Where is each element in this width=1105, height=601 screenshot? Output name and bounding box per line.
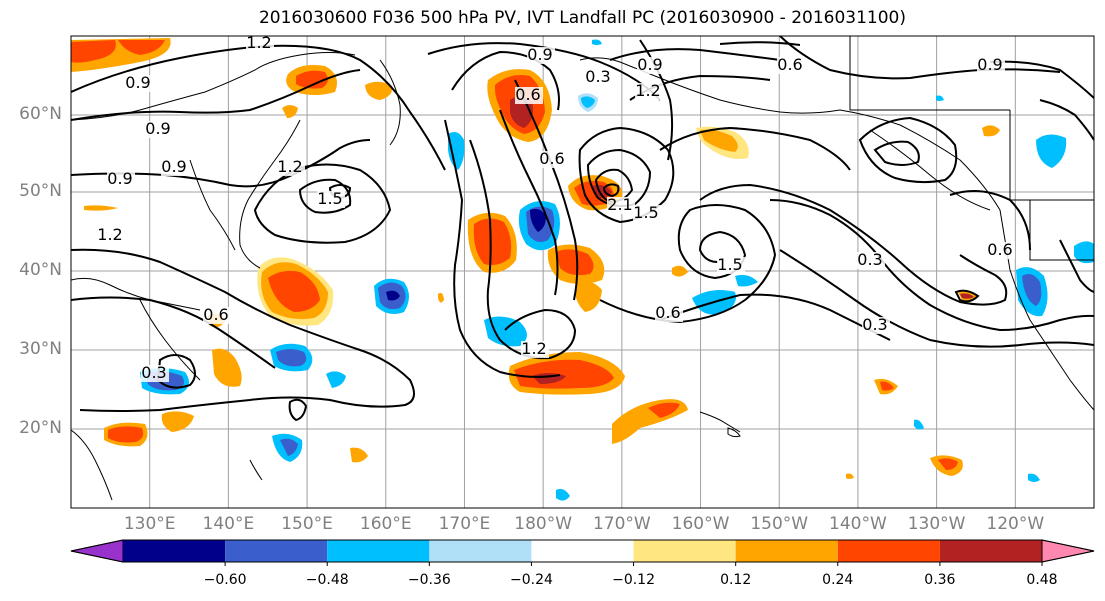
longitude-tick-label: 140°W (829, 514, 887, 534)
latitude-tick-label: 20°N (19, 418, 62, 438)
colorbar-tick-label: −0.60 (203, 572, 247, 588)
colorbar (70, 539, 1095, 566)
contour-label-bg (637, 57, 665, 74)
colorbar-segment (531, 540, 634, 562)
colorbar-segment (123, 540, 226, 562)
colorbar-tick-label: −0.48 (305, 572, 349, 588)
contour-label: 0.3 (141, 363, 166, 382)
contour-label: 1.2 (246, 33, 271, 52)
colorbar-tick-label: 0.48 (1026, 572, 1058, 588)
contour-label: 0.6 (655, 303, 680, 322)
contour-label: 0.6 (777, 55, 802, 74)
longitude-tick-label: 130°W (907, 514, 966, 534)
latitude-tick-label: 50°N (19, 181, 62, 201)
longitude-tick-label: 150°E (281, 514, 333, 534)
contour-label: 0.9 (527, 45, 552, 64)
colorbar-segment (225, 540, 328, 562)
contour-label: 0.9 (637, 55, 662, 74)
contour-label: 0.6 (987, 240, 1012, 259)
contour-label: 0.3 (585, 67, 610, 86)
contour-label: 1.2 (277, 157, 302, 176)
colorbar-tick-label: 0.12 (720, 572, 752, 588)
colorbar-segment (939, 540, 1042, 562)
contour-label-bg (145, 121, 173, 138)
longitude-tick-label: 160°W (671, 514, 730, 534)
contour-label: 0.3 (857, 250, 882, 269)
contour-label-bg (527, 47, 555, 64)
contour-label-bg (633, 205, 661, 222)
contour-label-bg (607, 197, 635, 214)
longitude-tick-label: 150°W (750, 514, 809, 534)
contour-label: 1.5 (317, 189, 342, 208)
contour-label-bg (987, 242, 1015, 259)
contour-label: 0.9 (145, 119, 170, 138)
contour-label: 1.5 (717, 255, 742, 274)
contour-label: 0.6 (539, 149, 564, 168)
colorbar-under-triangle (70, 539, 124, 563)
latitude-tick-label: 30°N (19, 339, 62, 359)
longitude-tick-label: 120°W (986, 514, 1045, 534)
map-title: 2016030600 F036 500 hPa PV, IVT Landfall… (258, 8, 906, 28)
contour-label-bg (317, 191, 345, 208)
contour-label: 2.1 (607, 195, 632, 214)
contour-label-bg (203, 307, 231, 324)
contour-label-bg (97, 227, 125, 244)
latitude-tick-label: 40°N (19, 260, 62, 280)
pv-shading (71, 38, 1094, 501)
longitude-tick-label: 170°E (438, 514, 491, 534)
contour-label-bg (655, 305, 683, 322)
contour-label-bg (161, 159, 189, 176)
contour-label-bg (246, 35, 274, 52)
longitude-tick-label: 180°W (514, 514, 573, 534)
contour-label-bg (141, 365, 169, 382)
contour-label: 0.9 (107, 169, 132, 188)
coastlines (71, 36, 1094, 501)
colorbar-segment (327, 540, 430, 562)
colorbar-segment (837, 540, 940, 562)
colorbar-tick-label: 0.36 (924, 572, 956, 588)
contour-label-bg (717, 257, 745, 274)
contour-label: 0.9 (161, 157, 186, 176)
contour-label: 1.2 (97, 225, 122, 244)
contour-label: 0.9 (977, 55, 1002, 74)
contour-label-bg (125, 75, 153, 92)
pv-contours (71, 36, 1094, 422)
colorbar-tick-label: −0.36 (407, 572, 451, 588)
contour-label-bg (585, 69, 613, 86)
contour-label-bg (977, 57, 1005, 74)
colorbar-segment (735, 540, 838, 562)
contour-label-bg (515, 87, 543, 104)
map-border (70, 35, 1095, 509)
contour-label-bg (862, 317, 890, 334)
contour-label-bg (635, 83, 663, 100)
contour-label: 0.3 (862, 315, 887, 334)
contour-label: 0.6 (203, 305, 228, 324)
contour-label: 0.6 (515, 85, 540, 104)
colorbar-over-triangle (1041, 539, 1095, 563)
colorbar-outline (70, 539, 1095, 563)
colorbar-tick-label: −0.24 (509, 572, 553, 588)
contour-label: 1.2 (635, 81, 660, 100)
contour-label-bg (857, 252, 885, 269)
colorbar-tick-label: 0.24 (822, 572, 854, 588)
contour-labels: 1.20.90.90.90.91.21.51.20.60.31.20.61.52… (97, 33, 1015, 382)
longitude-tick-label: 140°E (202, 514, 255, 534)
contour-label: 1.5 (633, 203, 658, 222)
contour-label-bg (777, 57, 805, 74)
colorbar-segment (633, 540, 736, 562)
contour-label-bg (521, 341, 549, 358)
contour-label-bg (539, 151, 567, 168)
colorbar-segment (429, 540, 532, 562)
colorbar-tick-label: −0.12 (612, 572, 655, 588)
contour-label: 1.2 (521, 339, 546, 358)
contour-label-bg (277, 159, 305, 176)
longitude-tick-label: 160°E (359, 514, 412, 534)
longitude-tick-label: 130°E (123, 514, 176, 534)
contour-label-bg (107, 171, 135, 188)
contour-label: 0.9 (125, 73, 150, 92)
latitude-tick-label: 60°N (19, 104, 62, 124)
longitude-tick-label: 170°W (592, 514, 651, 534)
